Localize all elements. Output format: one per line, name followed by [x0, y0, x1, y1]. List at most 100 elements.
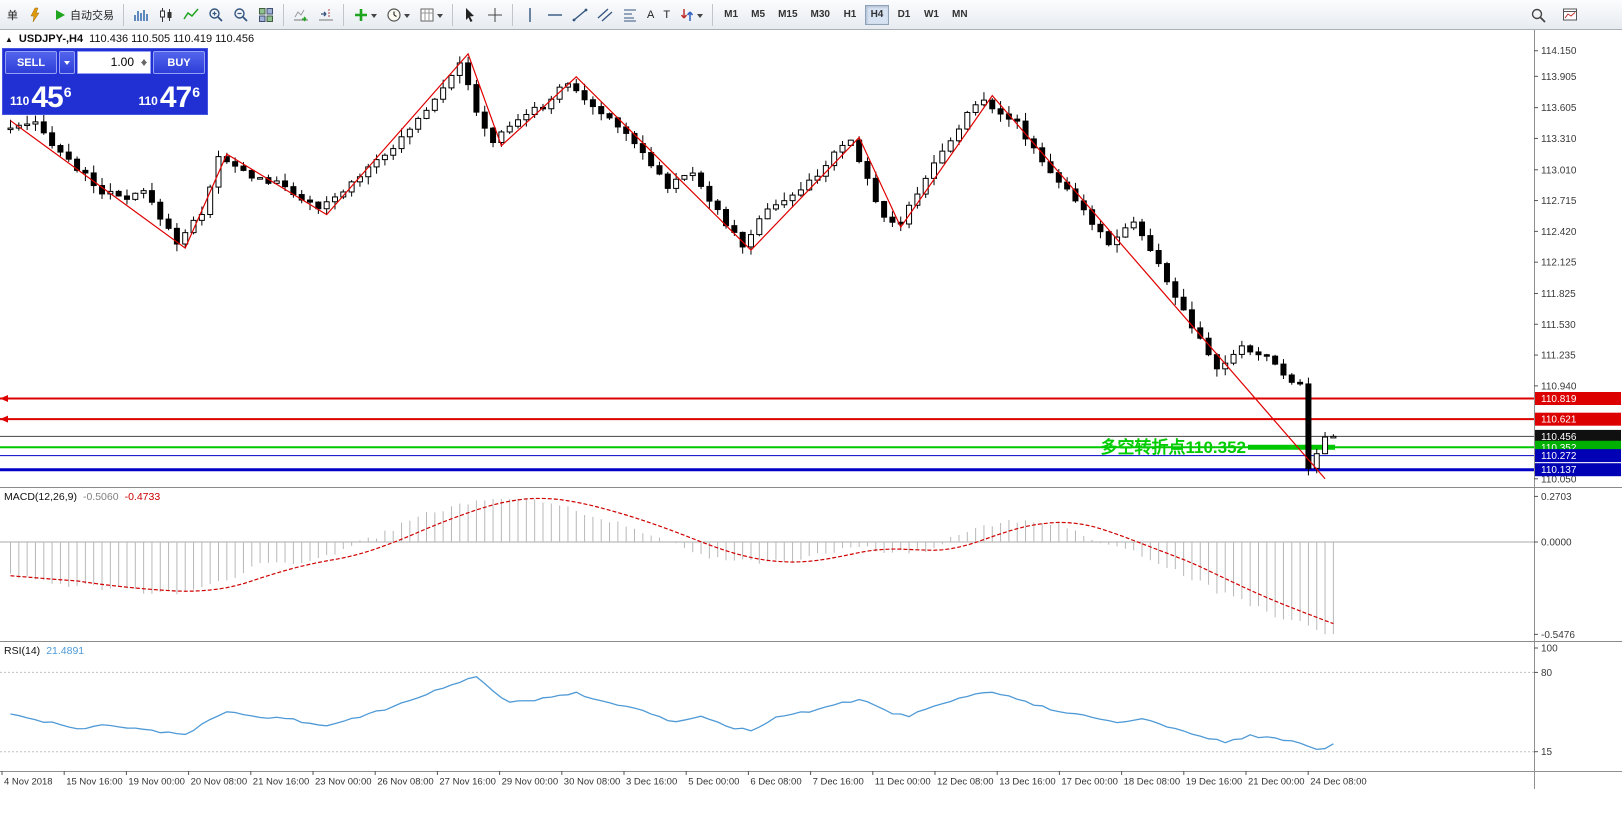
buy-button[interactable]: BUY [153, 51, 205, 74]
lot-spin-up-icon[interactable] [141, 56, 147, 63]
crosshair-button[interactable] [483, 3, 507, 27]
metaeditor-button[interactable] [23, 3, 47, 27]
chevron-down-icon [437, 13, 443, 21]
svg-text:21 Dec 00:00: 21 Dec 00:00 [1248, 777, 1305, 788]
toolbar-separator [712, 3, 714, 26]
chart-shift-button[interactable] [314, 3, 338, 27]
period-mn[interactable]: MN [947, 5, 973, 25]
arrows-button[interactable] [675, 3, 707, 27]
macd-panel[interactable]: 0.2703 0.0000 -0.5476 MACD(12,26,9) -0.5060… [0, 487, 1622, 641]
svg-text:26 Nov 08:00: 26 Nov 08:00 [377, 777, 434, 788]
zoom-in-button[interactable] [204, 3, 228, 27]
price-panel[interactable]: 114.150 113.905 113.605 113.310 113.010 112.7… [0, 30, 1622, 487]
svg-text:-0.5476: -0.5476 [1541, 630, 1575, 641]
autoscroll-icon [294, 9, 308, 21]
macd-signal-value: -0.4733 [124, 491, 161, 503]
macd-label: MACD(12,26,9) -0.5060 -0.4733 [4, 491, 160, 503]
svg-text:113.310: 113.310 [1541, 134, 1577, 145]
macd-signal-line [10, 497, 1334, 625]
periods-button[interactable] [382, 3, 414, 27]
label-button[interactable]: T [659, 3, 674, 27]
vertical-line-button[interactable] [518, 3, 542, 27]
zoom-out-button[interactable] [229, 3, 253, 27]
svg-text:12 Dec 08:00: 12 Dec 08:00 [937, 777, 994, 788]
svg-text:15 Nov 16:00: 15 Nov 16:00 [66, 777, 123, 788]
cursor-button[interactable] [458, 3, 482, 27]
svg-text:112.715: 112.715 [1541, 196, 1577, 207]
chartwin-icon [1563, 8, 1577, 20]
period-d1[interactable]: D1 [892, 5, 916, 25]
bars-icon [134, 9, 148, 21]
sell-button[interactable]: SELL [5, 51, 57, 74]
chevron-down-icon [404, 13, 410, 21]
time-axis-svg: 4 Nov 2018 15 Nov 16:00 19 Nov 00:00 20 Nov… [0, 771, 1622, 789]
macd-chart-svg: 0.2703 0.0000 -0.5476 [0, 488, 1575, 641]
lot-dropdown-button[interactable] [59, 51, 75, 74]
svg-text:110.940: 110.940 [1541, 381, 1577, 392]
svg-text:27 Nov 16:00: 27 Nov 16:00 [439, 777, 496, 788]
symbol-search-button[interactable] [1526, 3, 1550, 27]
chevron-down-icon [697, 13, 704, 21]
svg-text:110.456: 110.456 [1541, 432, 1577, 443]
text-button[interactable]: A [643, 3, 658, 27]
fibonacci-button[interactable] [618, 3, 642, 27]
period-w1[interactable]: W1 [919, 5, 944, 25]
svg-text:21 Nov 16:00: 21 Nov 16:00 [253, 777, 310, 788]
text-button-label: A [647, 8, 655, 21]
horizontal-line-button[interactable] [543, 3, 567, 27]
period-h1[interactable]: H1 [838, 5, 862, 25]
rsi-name: RSI(14) [4, 645, 41, 657]
tile-windows-button[interactable] [254, 3, 278, 27]
toolbar-right [1526, 0, 1582, 29]
channel-button[interactable] [593, 3, 617, 27]
vline-icon [529, 7, 531, 22]
search-icon [1531, 8, 1546, 23]
new-order-button[interactable]: 单 [3, 3, 22, 27]
trendline-button[interactable] [568, 3, 592, 27]
buy-price[interactable]: 110 47 6 [138, 81, 200, 114]
tiles-icon [259, 7, 273, 22]
lot-spin-down-icon[interactable] [141, 62, 147, 69]
sell-price[interactable]: 110 45 6 [10, 81, 72, 114]
period-m1[interactable]: M1 [719, 5, 743, 25]
templates-button[interactable] [415, 3, 447, 27]
spark-icon [30, 7, 40, 22]
lot-input[interactable]: 1.00 [77, 51, 151, 74]
svg-text:15: 15 [1541, 747, 1553, 758]
rsi-panel[interactable]: 100 80 15 RSI(14) 21.4891 [0, 641, 1622, 771]
svg-text:110.621: 110.621 [1541, 415, 1577, 426]
period-h4[interactable]: H4 [864, 4, 889, 25]
price-axis: 114.150 113.905 113.605 113.310 113.010 112.7… [1534, 46, 1621, 485]
toolbar-separator [452, 3, 453, 26]
svg-text:5 Dec 00:00: 5 Dec 00:00 [688, 777, 739, 788]
rsi-line [10, 676, 1334, 751]
bar-chart-button[interactable] [129, 3, 153, 27]
indicators-button[interactable] [349, 3, 381, 27]
chevron-down-icon [371, 13, 377, 21]
autotrading-button[interactable]: 自动交易 [48, 3, 118, 27]
candlestick-chart-button[interactable] [154, 3, 178, 27]
auto-scroll-button[interactable] [289, 3, 313, 27]
trendline-icon [572, 8, 588, 21]
rsi-value: 21.4891 [46, 645, 85, 657]
new-chart-button[interactable] [1558, 3, 1582, 27]
period-m30[interactable]: M30 [806, 5, 835, 25]
template-icon [420, 8, 434, 21]
symbol-label: USDJPY-,H4 [18, 33, 84, 45]
one-click-toggle-icon[interactable]: ▲ [5, 34, 13, 44]
toolbar-separator [283, 3, 284, 26]
svg-text:110.352: 110.352 [1541, 443, 1577, 454]
period-m5[interactable]: M5 [746, 5, 770, 25]
line-chart-button[interactable] [179, 3, 203, 27]
zoomout-icon [234, 7, 248, 22]
time-axis[interactable]: 4 Nov 2018 15 Nov 16:00 19 Nov 00:00 20 Nov… [0, 771, 1622, 789]
svg-text:24 Dec 08:00: 24 Dec 08:00 [1310, 777, 1367, 788]
rsi-label: RSI(14) 21.4891 [4, 645, 84, 657]
label-button-label: T [663, 8, 671, 21]
play-icon [56, 9, 65, 20]
period-m15[interactable]: M15 [773, 5, 802, 25]
rsi-axis: 100 80 15 [1534, 644, 1558, 758]
svg-text:100: 100 [1541, 644, 1558, 655]
candles-icon [160, 7, 172, 22]
svg-text:112.420: 112.420 [1541, 227, 1577, 238]
